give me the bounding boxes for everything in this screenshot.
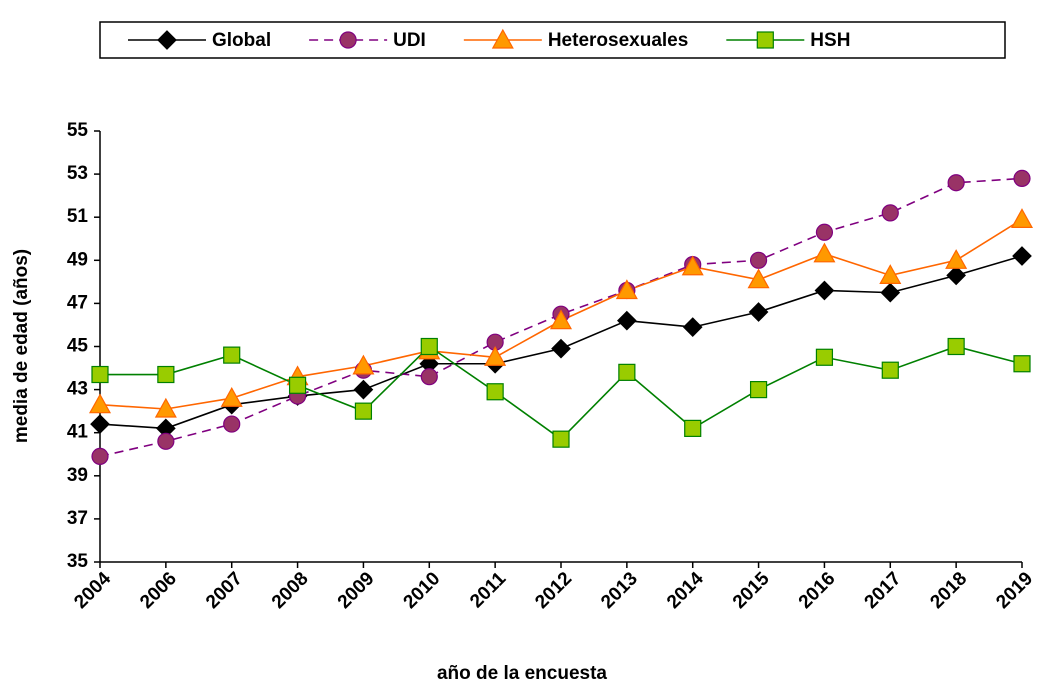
x-tick-label: 2015 [729,568,774,613]
marker [157,365,175,384]
marker [157,30,177,50]
marker [339,31,357,49]
x-tick-label: 2013 [597,568,642,613]
marker [756,31,774,49]
marker [946,265,966,286]
marker [815,223,834,241]
marker [486,383,504,401]
x-tick-label: 2006 [136,568,181,613]
marker [1013,355,1031,373]
legend-label: Global [212,30,271,51]
marker [748,302,769,322]
x-tick-label: 2016 [795,568,840,613]
legend-label: UDI [393,30,426,51]
marker [91,365,109,384]
marker [945,249,968,269]
marker [749,251,768,269]
marker [947,337,965,356]
marker [618,363,636,381]
marker [420,337,438,356]
marker [947,174,965,192]
marker [90,414,110,434]
y-tick-label: 41 [67,422,89,443]
x-tick-label: 2017 [861,568,906,613]
legend-label: HSH [810,30,850,51]
x-tick-label: 2009 [334,568,379,613]
marker [814,280,835,301]
marker [747,268,770,289]
marker [484,346,507,366]
y-tick-label: 55 [67,120,89,141]
x-tick-label: 2004 [70,568,115,613]
marker [682,317,703,337]
marker [815,348,834,366]
y-tick-label: 47 [67,292,88,313]
x-tick-label: 2010 [400,568,445,613]
marker [353,379,374,400]
x-tick-label: 2012 [531,568,576,613]
marker [1012,246,1032,266]
marker [91,447,109,466]
y-tick-label: 51 [67,206,89,227]
x-tick-label: 2019 [992,568,1037,613]
marker [881,361,899,379]
marker [420,368,438,386]
x-tick-label: 2014 [663,568,708,613]
x-tick-label: 2011 [466,568,510,612]
marker [157,432,175,450]
series-line [99,177,1023,458]
y-tick-label: 35 [67,551,89,572]
y-tick-label: 37 [67,508,88,529]
marker [880,282,901,303]
marker [154,397,177,418]
y-tick-label: 53 [67,163,88,184]
marker [749,381,768,399]
legend-box [99,21,1006,59]
marker [684,419,702,437]
x-axis-title: año de la encuesta [437,663,607,684]
x-tick-label: 2007 [202,568,247,613]
marker [354,402,373,420]
marker [352,354,375,375]
legend: Global UDI Heterosexuales HSH [128,28,850,51]
marker [1010,208,1034,228]
y-tick-label: 49 [67,249,88,270]
marker [681,255,704,276]
marker [1013,169,1031,188]
legend-label: Heterosexuales [548,30,688,51]
marker [881,204,899,222]
y-tick-label: 43 [67,379,88,400]
y-tick-label: 45 [67,336,89,357]
marker [223,346,241,364]
marker [288,376,307,394]
marker [549,309,573,330]
marker [617,310,637,331]
y-tick-label: 39 [67,465,88,486]
marker [551,338,571,359]
marker [813,242,836,263]
x-tick-label: 2018 [926,568,971,613]
marker [223,415,241,433]
marker [879,264,902,284]
marker [88,393,112,414]
marker [552,430,570,448]
x-tick-label: 2008 [268,568,313,613]
marker [491,28,514,49]
marker [220,386,243,407]
y-axis-title: media de edad (años) [11,249,32,443]
marker [615,279,638,300]
